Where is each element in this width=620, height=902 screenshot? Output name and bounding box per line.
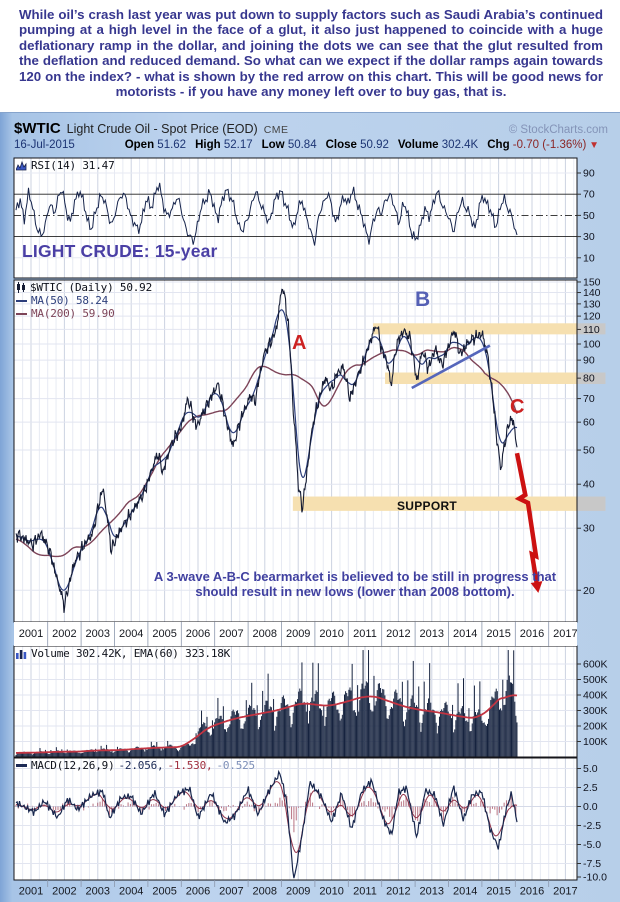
quote-close: Close 50.92 (325, 139, 389, 151)
quote-open: Open 51.62 (124, 139, 187, 151)
quote-high: High 52.17 (195, 139, 253, 151)
chart-date: 16-Jul-2015 (14, 139, 75, 151)
wave-c-label: C (510, 396, 525, 418)
volume-legend-label: Volume 302.42K, EMA(60) 323.18K (31, 647, 231, 660)
macd-legend-label: MACD(12,26,9) (31, 759, 115, 772)
wave-b-label: B (415, 288, 431, 311)
ticker-symbol: $WTIC (14, 120, 61, 137)
ohlc-values: Open 51.62 High 52.17 Low 50.84 Close 50.92… (125, 139, 608, 151)
price-legend: $WTIC (Daily) 50.92 (16, 281, 152, 294)
copyright-label: © StockCharts.com (508, 124, 608, 136)
chart-background (0, 112, 620, 902)
quote-low: Low 50.84 (261, 139, 317, 151)
chart-type-icon (17, 282, 25, 293)
price-legend-label: $WTIC (Daily) 50.92 (30, 281, 153, 294)
commentary-text: While oil’s crash last year was put down… (19, 7, 603, 100)
wave-a-label: A (292, 332, 307, 354)
annotation-text: A 3-wave A-B-C bearmarket is believed to… (153, 569, 557, 599)
ma200-legend-label: MA(200) 59.90 (31, 307, 115, 320)
volume-bars-icon (16, 650, 27, 659)
ma50-swatch (16, 299, 27, 302)
quote-row: 16-Jul-2015 Open 51.62 High 52.17 Low 50.8… (14, 139, 608, 151)
macd-signal-value: -1.530, (167, 759, 213, 772)
ma50-legend: MA(50) 58.24 (16, 294, 108, 307)
macd-value: -2.056, (118, 759, 164, 772)
quote-volume: Volume 302.4K (397, 139, 479, 151)
ma200-swatch (16, 312, 27, 315)
chart-header: $WTIC Light Crude Oil - Spot Price (EOD)… (14, 120, 608, 137)
support-label: SUPPORT (396, 499, 458, 513)
chart-caption: LIGHT CRUDE: 15-year (22, 241, 218, 261)
macd-hist-value: -0.525 (216, 759, 255, 772)
exchange-label: CME (263, 124, 289, 136)
ma50-legend-label: MA(50) 58.24 (31, 294, 109, 307)
chart-title: Light Crude Oil - Spot Price (EOD) (66, 122, 258, 136)
macd-legend: MACD(12,26,9) -2.056, -1.530, -0.525 (16, 759, 255, 772)
indicator-chart-icon (16, 160, 27, 171)
macd-swatch (16, 764, 27, 767)
quote-chg: Chg -0.70 (-1.36%) ▼ (487, 139, 599, 151)
chg-dropdown-icon[interactable]: ▼ (586, 140, 599, 151)
rsi-legend: RSI(14) 31.47 (16, 159, 115, 172)
volume-legend: Volume 302.42K, EMA(60) 323.18K (16, 647, 230, 660)
rsi-legend-label: RSI(14) 31.47 (31, 159, 115, 172)
ma200-legend: MA(200) 59.90 (16, 307, 115, 320)
